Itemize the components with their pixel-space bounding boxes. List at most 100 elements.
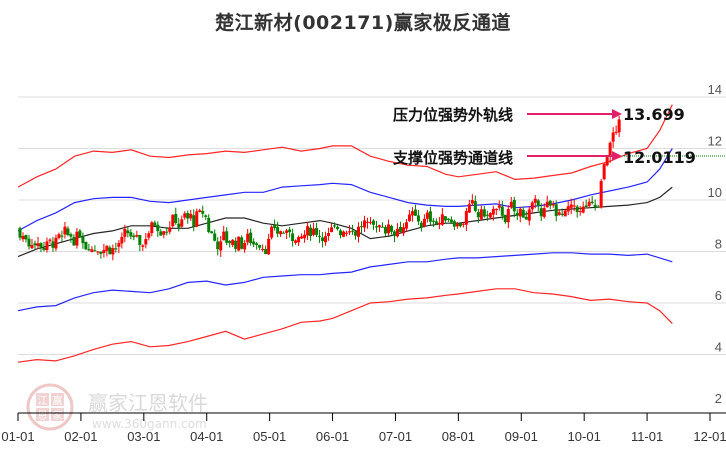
candle-body [509,201,513,208]
candle-body [267,238,271,255]
upper-band-value: 13.699 [623,105,685,124]
upper-band-label: 压力位强势外轨线 [393,106,513,124]
candle-body [521,209,525,218]
candle-body [180,219,184,227]
candle-body [413,209,417,216]
watermark: 江 赢 恩 家 赢家江恩软件 www.360gann.com [26,383,208,431]
candle-body [111,248,115,255]
candle-body [578,211,582,213]
candle-body [383,227,387,234]
candle-body [306,226,310,236]
candle-body [273,225,277,228]
candle-body [488,213,492,218]
candle-body [533,198,537,203]
candle-body [114,248,118,250]
candle-body [264,249,268,255]
candle-body [491,208,495,215]
candle-body [452,221,456,227]
candle-body [144,238,148,245]
candle-body [401,227,405,234]
candle-body [216,241,220,250]
candle-body [605,157,609,166]
candle-body [57,234,61,238]
candle-body [398,226,402,232]
candle-body [593,204,597,207]
candle-body [566,206,570,212]
candle-body [240,237,244,249]
x-axis: 01-01 02-01 03-01 04-01 05-01 06-01 07-01 08-01… [1,412,726,444]
x-tick-label: 07-01 [379,429,412,444]
gridlines [18,96,726,355]
candle-body [117,243,121,247]
candle-body [395,228,399,237]
chart-title: 楚江新材(002171)赢家极反通道 [215,12,511,34]
candle-body [365,221,369,223]
x-tick-label: 10-01 [568,429,601,444]
candle-body [99,251,103,254]
candle-body [231,239,235,246]
candle-body [614,131,618,133]
candle-body [270,226,274,238]
candle-body [348,231,352,233]
candle-body [560,213,564,215]
x-tick-label: 01-01 [1,429,34,444]
candle-body [470,200,474,204]
candle-body [261,249,265,251]
candle-body [434,221,438,225]
y-tick-label: 8 [715,237,722,252]
candle-body [440,214,444,225]
candle-body [476,212,480,218]
candle-body [371,220,375,225]
candle-body [150,222,154,234]
candle-body [437,222,441,225]
candle-body [368,222,372,224]
candle-body [497,205,501,208]
candle-body [246,233,250,243]
candle-body [63,226,67,235]
candle-body [285,230,289,233]
candle-body [425,212,429,219]
candle-body [318,235,322,237]
candle-body [482,209,486,217]
candle-body [54,237,58,249]
svg-text:家: 家 [53,409,63,422]
candle-body [407,214,411,222]
candle-body [276,226,280,234]
candle-body [557,212,561,215]
candle-body [386,224,390,234]
candle-body [410,211,414,216]
candle-body [183,213,187,218]
lower-inner-band [17,252,673,312]
candle-body [165,231,169,233]
candle-body [282,232,286,234]
candle-body [389,225,393,232]
candle-body [135,235,139,237]
candle-body [503,214,507,223]
candle-body [464,211,468,225]
candle-body [339,230,343,236]
candle-body [171,214,175,227]
candle-body [147,233,151,238]
candle-body [138,234,142,246]
candle-body [611,132,615,142]
candle-body [48,239,52,241]
candle-body [300,236,304,239]
candle-body [467,204,471,213]
lower-outer-band [17,288,673,363]
candle-body [360,226,364,228]
candle-body [84,241,88,250]
candle-body [66,228,70,235]
candle-body [524,216,528,220]
candle-body [225,231,229,243]
candle-body [90,249,94,252]
candle-body [303,234,307,239]
candle-body [210,231,214,234]
candle-body [69,234,73,237]
candle-body [288,229,292,233]
candle-body [506,208,510,223]
candle-body [198,210,202,212]
svg-text:江: 江 [38,395,48,407]
candle-body [494,208,498,210]
watermark-url: www.360gann.com [92,417,207,431]
